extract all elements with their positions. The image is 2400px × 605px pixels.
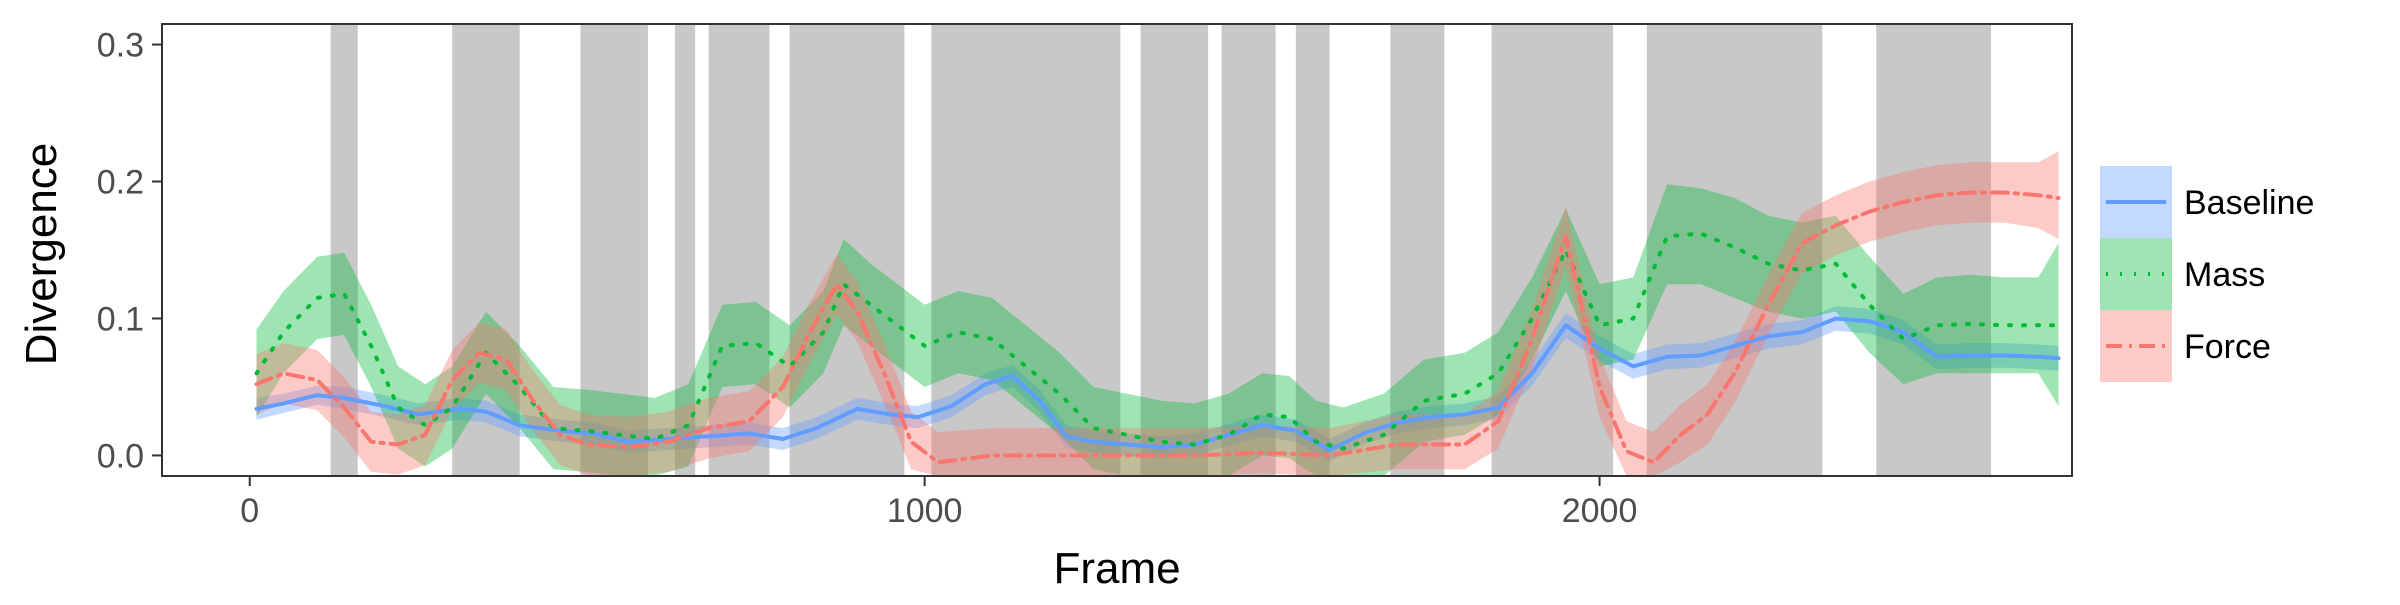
y-tick-label: 0.0 bbox=[97, 437, 144, 475]
shaded-region bbox=[1295, 24, 1330, 476]
x-tick-label: 2000 bbox=[1562, 492, 1638, 530]
shaded-region bbox=[674, 24, 696, 476]
legend-label: Mass bbox=[2184, 256, 2265, 294]
shaded-regions bbox=[330, 24, 1992, 476]
legend-key-mass: Mass bbox=[2100, 238, 2265, 310]
series-line-baseline bbox=[254, 316, 2061, 452]
shaded-region bbox=[452, 24, 520, 476]
legend: Baseline Mass Force bbox=[2100, 166, 2314, 382]
band-mass bbox=[256, 184, 2059, 477]
series-lines bbox=[254, 190, 2061, 465]
band-baseline bbox=[256, 306, 2059, 461]
shaded-region bbox=[1221, 24, 1276, 476]
confidence-bands bbox=[256, 151, 2059, 477]
y-axis-title: Divergence bbox=[17, 143, 66, 366]
shaded-region bbox=[1876, 24, 1992, 476]
shaded-region bbox=[789, 24, 905, 476]
shaded-region bbox=[580, 24, 648, 476]
legend-key-force: Force bbox=[2100, 310, 2271, 382]
axes: 0 1000 2000 0.0 0.1 0.2 0.3 bbox=[97, 27, 1638, 530]
band-force bbox=[256, 151, 2059, 476]
shaded-region bbox=[1491, 24, 1614, 476]
legend-label: Force bbox=[2184, 328, 2271, 366]
x-tick-label: 0 bbox=[240, 492, 259, 530]
shaded-region bbox=[1646, 24, 1823, 476]
shaded-region bbox=[708, 24, 770, 476]
x-tick-label: 1000 bbox=[887, 492, 963, 530]
series-line-mass bbox=[254, 231, 2061, 451]
series-line-force bbox=[254, 190, 2061, 465]
y-tick-label: 0.2 bbox=[97, 164, 144, 202]
legend-key-baseline: Baseline bbox=[2100, 166, 2314, 238]
y-tick-label: 0.3 bbox=[97, 27, 144, 65]
shaded-region bbox=[1390, 24, 1445, 476]
y-tick-label: 0.1 bbox=[97, 300, 144, 338]
x-axis-title: Frame bbox=[1053, 544, 1180, 593]
legend-label: Baseline bbox=[2184, 184, 2314, 222]
plot-panel-border bbox=[161, 23, 2073, 477]
shaded-region bbox=[1140, 24, 1209, 476]
